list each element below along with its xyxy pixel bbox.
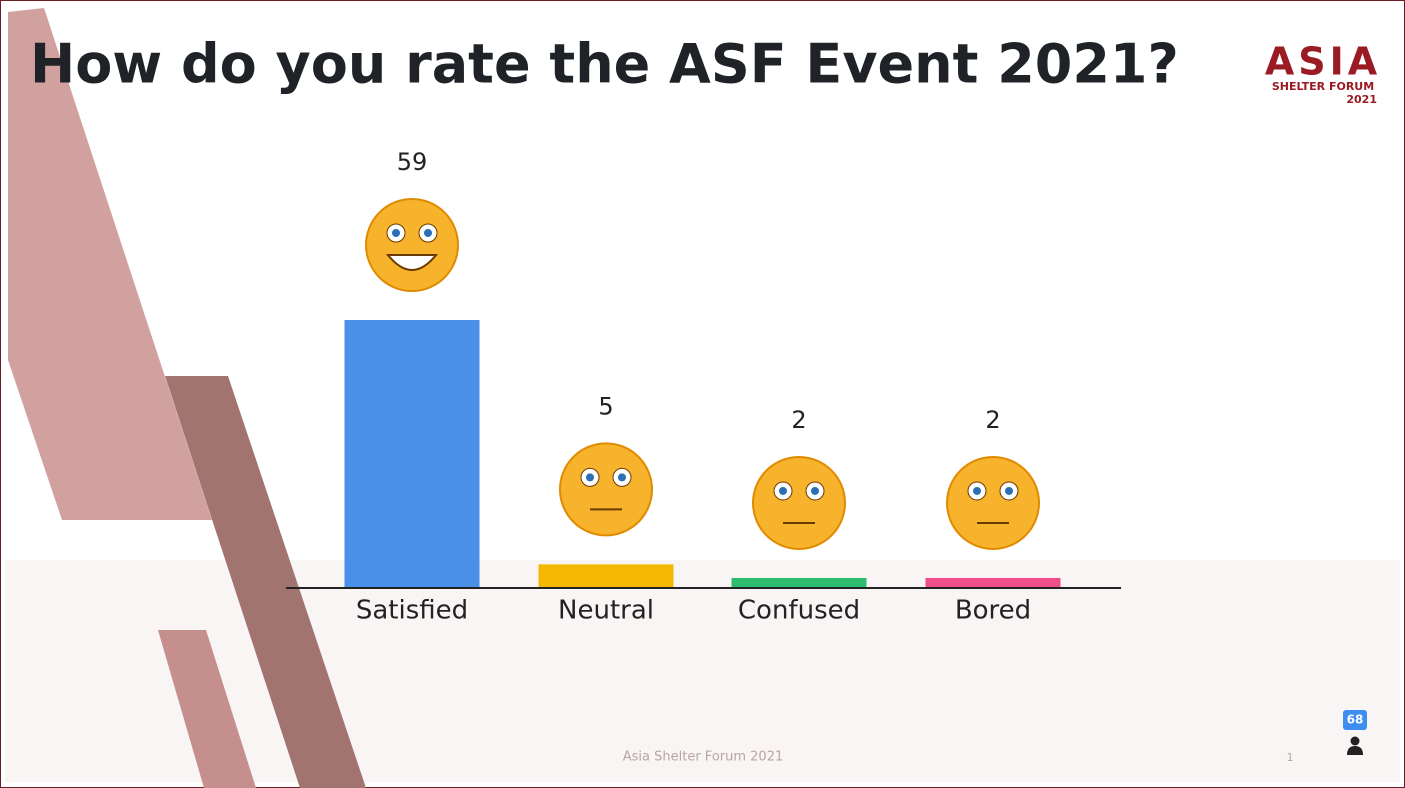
category-label: Bored <box>955 596 1031 626</box>
decor-stripe <box>158 630 256 788</box>
value-label: 59 <box>397 148 428 176</box>
emoji-pupil <box>586 473 594 482</box>
person-icon <box>1350 736 1360 746</box>
bar <box>344 320 480 587</box>
value-label: 2 <box>985 406 1000 434</box>
category-label: Neutral <box>558 596 654 626</box>
emoji-face <box>365 198 459 292</box>
emoji-pupil <box>779 486 787 495</box>
emoji-pupil <box>973 486 981 495</box>
category-label: Confused <box>738 596 860 626</box>
value-label: 5 <box>598 392 613 420</box>
emoji-pupil <box>392 229 400 237</box>
bar <box>538 564 674 587</box>
emoji-pupil <box>424 229 432 237</box>
emoji-face <box>752 455 846 550</box>
emoji-mouth <box>385 254 439 271</box>
decor-stripe <box>8 8 212 520</box>
emoji-pupil <box>1005 486 1013 495</box>
logo-name: ASIA <box>1265 40 1381 84</box>
emoji-face <box>946 455 1040 550</box>
bar <box>925 577 1061 587</box>
logo-year: 2021 <box>1346 93 1377 106</box>
footer: Asia Shelter Forum 2021 <box>623 750 783 765</box>
person-icon <box>1347 746 1363 755</box>
emoji-pupil <box>811 486 819 495</box>
emoji-pupil <box>618 473 626 482</box>
category-label: Satisfied <box>356 596 468 626</box>
slide-title: How do you rate the ASF Event 2021? <box>30 33 1179 96</box>
logo-subtitle: SHELTER FORUM <box>1272 80 1374 93</box>
bar <box>731 577 867 587</box>
value-label: 2 <box>791 406 806 434</box>
participant-count: 68 <box>1347 713 1364 727</box>
participant-badge <box>1343 710 1367 730</box>
page-number: 1 <box>1287 751 1294 764</box>
decor-stripe <box>165 376 366 788</box>
emoji-face <box>559 442 653 537</box>
